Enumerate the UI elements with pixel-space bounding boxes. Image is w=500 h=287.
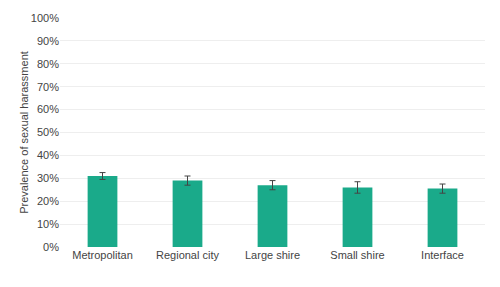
svg-text:Large shire: Large shire <box>245 249 300 261</box>
svg-text:70%: 70% <box>37 81 59 93</box>
svg-text:Regional city: Regional city <box>156 249 219 261</box>
svg-text:40%: 40% <box>37 149 59 161</box>
svg-text:90%: 90% <box>37 35 59 47</box>
svg-text:Small shire: Small shire <box>330 249 384 261</box>
svg-text:Interface: Interface <box>421 249 464 261</box>
svg-text:60%: 60% <box>37 103 59 115</box>
svg-text:Prevalence of sexual harassmen: Prevalence of sexual harassment <box>18 51 30 214</box>
svg-text:10%: 10% <box>37 218 59 230</box>
svg-text:30%: 30% <box>37 172 59 184</box>
svg-text:50%: 50% <box>37 126 59 138</box>
svg-text:100%: 100% <box>31 12 59 24</box>
svg-text:0%: 0% <box>43 241 59 253</box>
svg-text:Metropolitan: Metropolitan <box>72 249 133 261</box>
svg-text:80%: 80% <box>37 58 59 70</box>
svg-text:20%: 20% <box>37 195 59 207</box>
